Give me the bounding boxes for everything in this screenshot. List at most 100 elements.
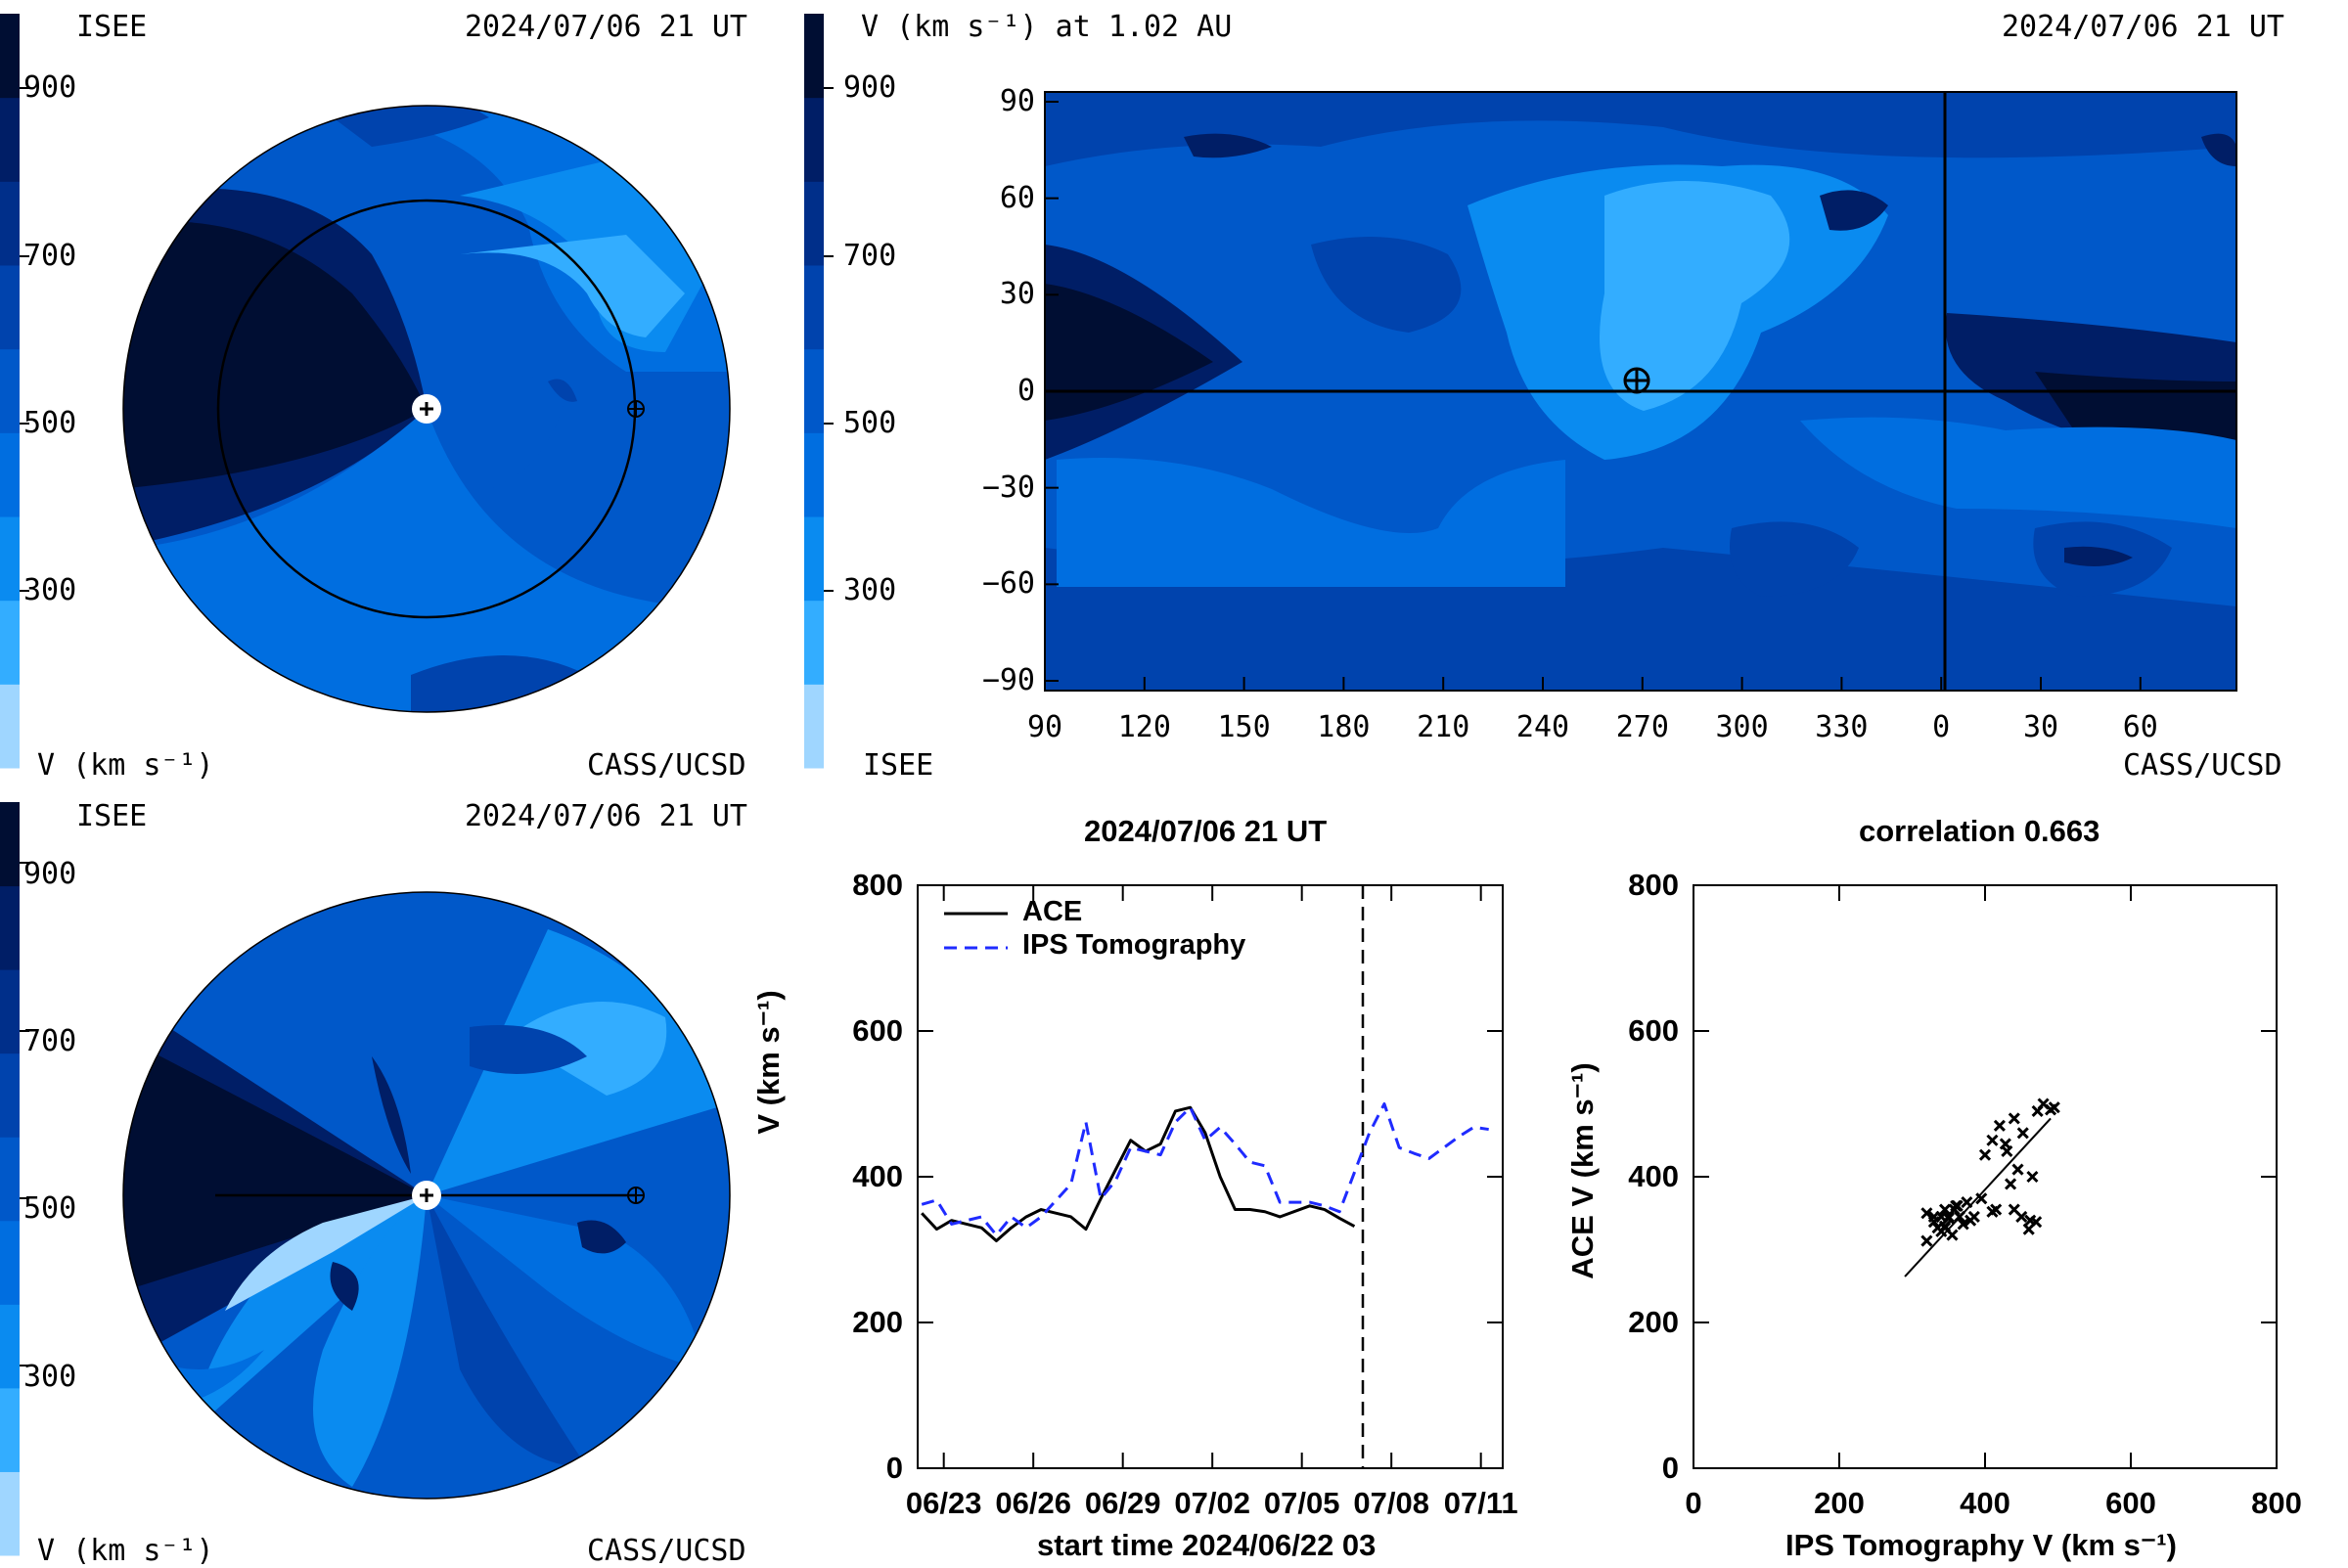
scatter-point [1986,1205,1999,1218]
map-x-tick-label: 150 [1217,710,1271,744]
scatter-point [1999,1138,2011,1150]
colorbar-level [0,1137,20,1222]
line-y-tick-label: 0 [885,1451,903,1485]
colorbar-tick-label: 900 [843,70,897,105]
colorbar-level [0,97,20,182]
ace-series-line [921,1105,1356,1243]
colorbar-level [0,516,20,602]
line-y-tick-label: 400 [852,1159,903,1193]
top-left-velocity-disk [122,105,731,713]
scatter-y-tick-label: 200 [1628,1305,1679,1339]
line-x-tick-label: 07/05 [1263,1486,1340,1520]
map-x-tick-label: 270 [1615,710,1669,744]
line-x-tick-label: 06/23 [905,1486,982,1520]
scatter-chart-xlabel: IPS Tomography V (km s⁻¹) [1785,1528,2177,1562]
colorbar-level [804,97,824,182]
earth-icon [627,1187,645,1204]
colorbar-level [0,1220,20,1305]
line-x-tick-label: 06/29 [1084,1486,1161,1520]
colorbar-level [804,348,824,433]
colorbar-tick-label: 700 [23,239,77,273]
scatter-point [1938,1203,1952,1216]
map-y-tick-label: 60 [999,180,1035,215]
line-chart-ylabel: V (km s⁻¹) [751,990,786,1135]
top-left-credit: CASS/UCSD [587,748,746,783]
colorbar-level [0,1387,20,1472]
earth-icon [1623,367,1650,394]
map-x-tick-label: 180 [1317,710,1371,744]
line-y-tick-label: 600 [852,1013,903,1048]
scatter-y-tick-label: 0 [1661,1451,1679,1485]
legend-label-ace: ACE [1022,896,1083,927]
scatter-point [2015,1210,2028,1224]
line-x-tick-label: 07/11 [1443,1486,1518,1520]
colorbar-tick-label: 500 [23,1191,77,1226]
colorbar-level [804,14,824,99]
line-x-tick-label: 07/08 [1353,1486,1429,1520]
colorbar-level [804,181,824,266]
colorbar-tick-label: 300 [23,1360,77,1394]
bottom-left-timestamp: 2024/07/06 21 UT [465,799,747,833]
bottom-left-unit-label: V (km s⁻¹) [37,1534,214,1568]
top-left-colorbar [0,14,29,769]
scatter-point [2016,1127,2029,1140]
scatter-point [2011,1163,2024,1176]
colorbar-level [0,684,20,769]
colorbar-level [804,600,824,685]
colorbar-tick-label: 300 [23,573,77,607]
top-left-logo: ISEE [76,10,148,44]
colorbar-tick-label: 900 [23,857,77,891]
ips-series-line [921,1102,1489,1237]
map-x-tick-label: 30 [2022,710,2059,744]
scatter-point [1920,1234,1933,1247]
line-x-tick-label: 06/26 [995,1486,1071,1520]
colorbar-level [804,684,824,769]
scatter-chart-ylabel: ACE V (km s⁻¹) [1565,1062,1600,1279]
map-y-tick-label: −60 [981,566,1035,602]
earth-icon [627,400,645,418]
sun-icon [412,1181,441,1210]
colorbar-level [0,181,20,266]
map-y-tick-label: 30 [999,277,1035,312]
map-x-tick-label: 60 [2122,710,2158,744]
colorbar-level [804,516,824,602]
colorbar-level [804,265,824,350]
line-chart-frame [917,884,1504,1469]
top-right-title: V (km s⁻¹) at 1.02 AU [861,10,1233,44]
top-right-colorbar [804,14,834,769]
scatter-y-tick-label: 600 [1628,1013,1679,1048]
map-y-tick-label: −30 [981,470,1035,505]
colorbar-level [0,969,20,1054]
colorbar-level [0,265,20,350]
colorbar-level [0,1471,20,1556]
line-chart-legend [944,912,1008,950]
colorbar-level [0,432,20,517]
scatter-point [1975,1192,1988,1205]
line-y-tick-label: 800 [852,868,903,902]
sun-icon [412,394,441,424]
scatter-x-tick-label: 800 [2251,1486,2302,1520]
scatter-y-tick-label: 400 [1628,1159,1679,1193]
map-y-tick-label: 0 [1016,374,1035,408]
scatter-x-tick-label: 200 [1814,1486,1865,1520]
map-x-tick-label: 330 [1815,710,1869,744]
scatter-point [2005,1178,2017,1190]
map-x-tick-label: 90 [1026,710,1063,744]
top-right-credit: CASS/UCSD [2123,748,2282,783]
scatter-point [1993,1119,2006,1132]
bottom-left-credit: CASS/UCSD [587,1534,746,1568]
scatter-chart-frame [1693,884,2278,1469]
bottom-left-logo: ISEE [76,799,148,833]
bottom-left-colorbar [0,802,29,1556]
scatter-x-tick-label: 400 [1960,1486,2010,1520]
scatter-point [2026,1170,2039,1184]
map-x-tick-label: 210 [1417,710,1470,744]
regression-line [1904,1117,2052,1277]
scatter-point [1964,1214,1977,1227]
line-chart-xlabel: start time 2024/06/22 03 [1037,1528,1377,1562]
line-chart-title: 2024/07/06 21 UT [1084,814,1328,848]
colorbar-level [0,348,20,433]
scatter-point [2044,1103,2057,1116]
top-left-unit-label: V (km s⁻¹) [37,748,214,783]
